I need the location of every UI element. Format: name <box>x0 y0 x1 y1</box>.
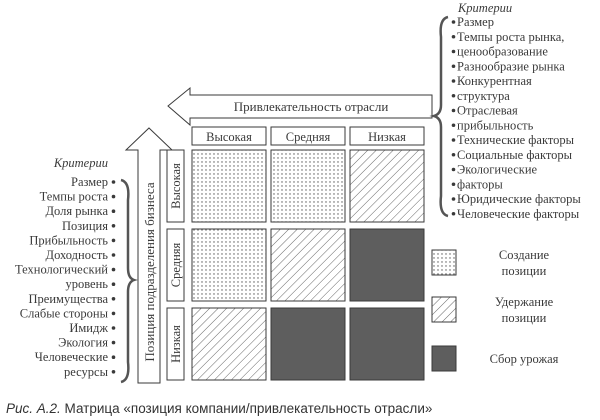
right-criteria-item: структура <box>457 89 510 103</box>
left-criteria-item: Человеческие <box>35 350 109 364</box>
bullet-icon <box>111 267 116 272</box>
right-criteria-item: Социальные факторы <box>457 148 573 162</box>
matrix-cell-hold <box>349 149 425 223</box>
right-criteria-item: Технические факторы <box>457 133 575 147</box>
matrix-cell-create <box>270 149 346 223</box>
bullet-icon <box>451 211 456 216</box>
right-criteria-item: Темпы роста рынка, <box>457 30 564 44</box>
bullet-icon <box>111 311 116 316</box>
row-header-box <box>166 228 185 302</box>
right-brace <box>429 15 449 218</box>
matrix-cell-harvest <box>349 228 425 302</box>
right-criteria-item: ценообразование <box>457 45 548 59</box>
column-header-box <box>349 126 425 146</box>
left-criteria-item: Темпы роста <box>40 190 109 204</box>
left-criteria-item: Технологический <box>15 263 108 277</box>
matrix-cell-create <box>191 149 267 223</box>
right-criteria-item: Экологические <box>457 163 538 177</box>
bullet-icon <box>111 224 116 228</box>
bullet-icon <box>451 123 456 128</box>
bullet-icon <box>111 282 116 287</box>
left-criteria-item: Прибыльность <box>29 233 108 247</box>
left-criteria-item: уровень <box>65 277 108 291</box>
left-criteria-item: Доля рынка <box>46 204 109 218</box>
legend-label: позиции <box>502 264 547 278</box>
bullet-icon <box>451 197 456 201</box>
bullet-icon <box>111 194 116 199</box>
right-criteria-item: факторы <box>457 177 503 191</box>
legend-label: позиции <box>502 311 547 325</box>
column-header-box <box>270 126 346 146</box>
legend-swatch-hold <box>431 296 457 323</box>
bullet-icon <box>111 370 116 374</box>
bullet-icon <box>451 93 456 98</box>
caption-label: Рис. А.2. <box>6 401 61 416</box>
right-criteria-item: Человеческие факторы <box>457 207 580 221</box>
bullet-icon <box>111 326 116 330</box>
matrix-cell-harvest <box>349 307 425 381</box>
horizontal-axis-label: Привлекательность отрасли <box>234 99 389 114</box>
left-brace <box>120 178 138 384</box>
bullet-icon <box>451 182 456 187</box>
matrix-cell-hold <box>270 228 346 302</box>
column-header-label: Средняя <box>286 130 331 144</box>
left-criteria-item: Имидж <box>69 321 108 335</box>
matrix-cell-hold <box>191 307 267 381</box>
row-header-box <box>166 307 185 381</box>
horizontal-arrow <box>167 86 433 127</box>
matrix-cell-harvest <box>270 307 346 381</box>
right-criteria-item: Размер <box>457 15 494 29</box>
right-criteria-title: Критерии <box>457 1 512 15</box>
legend-swatch-harvest <box>431 345 457 372</box>
bullet-icon <box>451 79 456 83</box>
right-criteria-item: Юридические факторы <box>457 192 581 206</box>
figure-caption: Рис. А.2. Матрица «позиция компании/прив… <box>6 401 432 416</box>
row-header-label: Средняя <box>169 242 183 287</box>
column-header-label: Низкая <box>368 130 406 144</box>
legend-label: Удержание <box>495 295 554 309</box>
bullet-icon <box>451 34 456 39</box>
bullet-icon <box>111 355 116 360</box>
bullet-icon <box>451 108 456 113</box>
left-criteria-title: Критерии <box>53 156 108 170</box>
left-criteria-item: Слабые стороны <box>20 306 109 320</box>
right-criteria-item: Конкурентная <box>457 74 532 88</box>
legend-label: Сбор урожая <box>490 352 559 366</box>
bullet-icon <box>111 180 116 184</box>
bullet-icon <box>451 49 456 54</box>
right-criteria-item: Отраслевая <box>457 104 518 118</box>
bullet-icon <box>451 167 456 172</box>
bullet-icon <box>451 20 456 24</box>
bullet-icon <box>111 209 116 213</box>
vertical-axis-label: Позиция подразделения бизнеса <box>142 182 157 361</box>
left-criteria-item: Позиция <box>62 219 108 233</box>
caption-text: Матрица «позиция компании/привлекательно… <box>64 401 433 416</box>
bullet-icon <box>111 253 116 257</box>
bullet-icon <box>451 64 456 69</box>
left-criteria-item: ресурсы <box>64 365 109 379</box>
row-header-box <box>166 149 185 223</box>
legend-label: Создание <box>499 248 550 262</box>
left-criteria-item: Доходность <box>46 248 109 262</box>
bullet-icon <box>451 152 456 157</box>
left-criteria-item: Экология <box>58 336 108 350</box>
column-header-box <box>191 126 267 146</box>
row-header-label: Высокая <box>169 163 183 209</box>
bullet-icon <box>111 297 116 301</box>
bullet-icon <box>111 238 116 243</box>
left-criteria-item: Размер <box>71 175 108 189</box>
legend-swatch-create <box>431 249 457 276</box>
bullet-icon <box>451 138 456 142</box>
right-criteria-item: Разнообразие рынка <box>457 59 565 73</box>
row-header-label: Низкая <box>169 325 183 363</box>
bullet-icon <box>111 340 116 345</box>
matrix-cell-create <box>191 228 267 302</box>
column-header-label: Высокая <box>206 130 252 144</box>
right-criteria-item: прибыльность <box>457 118 534 132</box>
left-criteria-item: Преимущества <box>29 292 109 306</box>
